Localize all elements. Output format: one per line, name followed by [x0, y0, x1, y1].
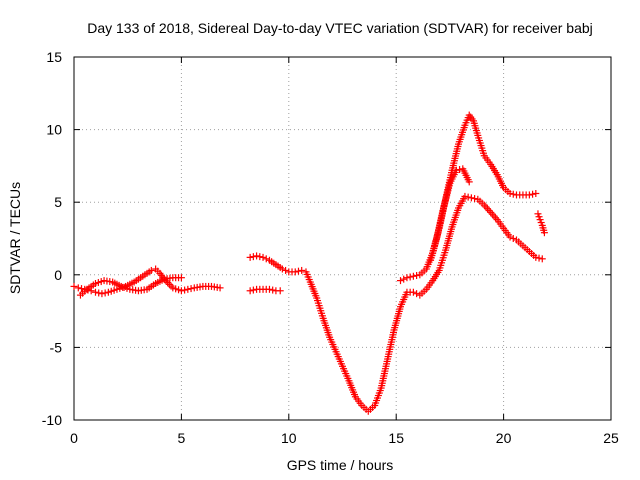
- data-point-segment-F: [456, 166, 464, 174]
- x-tick-label: 0: [70, 430, 78, 446]
- data-point-segment-A: [216, 284, 224, 292]
- x-tick-label: 20: [496, 430, 512, 446]
- data-point-segment-A: [91, 288, 99, 296]
- data-point-segment-D: [509, 235, 517, 242]
- data-point-segment-A: [101, 289, 109, 297]
- data-point-segment-A: [147, 266, 155, 274]
- x-tick-label: 25: [603, 430, 619, 446]
- data-point-segment-C: [246, 287, 254, 295]
- data-point-segment-D: [532, 253, 540, 261]
- data-point-segment-E: [409, 272, 417, 280]
- data-point-segment-C: [265, 285, 273, 293]
- data-point-segment-F: [465, 178, 473, 186]
- data-point-segment-E: [529, 190, 537, 198]
- y-tick-label: 5: [54, 194, 62, 210]
- data-point-segment-D: [471, 195, 479, 203]
- data-point-segment-E: [396, 277, 404, 285]
- plot-frame: [73, 56, 612, 421]
- data-point-segment-C: [276, 287, 284, 295]
- data-point-segment-E: [509, 190, 517, 198]
- data-point-segment-A: [184, 285, 192, 293]
- data-marks: [70, 111, 548, 415]
- y-tick-label: -10: [42, 412, 62, 428]
- data-point-segment-A: [181, 286, 189, 294]
- data-point-segment-D: [461, 192, 469, 200]
- x-tick-label: 15: [388, 430, 404, 446]
- plot-border: [73, 56, 612, 421]
- data-point-segment-E: [413, 272, 421, 280]
- data-point-segment-A: [177, 287, 185, 295]
- data-point-segment-D: [467, 194, 475, 202]
- y-tick-label: 10: [46, 122, 62, 138]
- data-point-segment-C: [269, 286, 277, 294]
- data-point-segment-E: [406, 273, 414, 281]
- x-tick-label: 5: [178, 430, 186, 446]
- x-ticks: 0 5 10 15 20 25: [70, 57, 619, 446]
- data-point-segment-E: [525, 191, 533, 199]
- data-point-segment-D: [246, 253, 254, 261]
- data-point-segment-D: [298, 266, 306, 274]
- data-point-segment-A: [187, 285, 195, 293]
- data-point-segment-D: [253, 252, 261, 260]
- data-point-segment-G: [540, 229, 548, 237]
- data-point-segment-A: [74, 284, 82, 292]
- y-axis-label: SDTVAR / TECUs: [7, 182, 23, 294]
- y-tick-label: -5: [50, 339, 63, 355]
- data-point-segment-D: [291, 268, 299, 276]
- data-point-segment-D: [464, 193, 472, 201]
- data-point-segment-A: [95, 289, 103, 297]
- y-tick-label: 15: [46, 49, 62, 65]
- data-point-segment-E: [403, 274, 411, 282]
- data-point-segment-E: [400, 275, 408, 283]
- y-ticks: -10 -5 0 5 10 15: [42, 49, 611, 428]
- grid-layer: [74, 57, 611, 420]
- data-point-segment-D: [262, 255, 270, 263]
- data-point-segment-D: [294, 267, 302, 275]
- data-point-segment-E: [506, 189, 514, 197]
- data-point-segment-A: [98, 290, 106, 298]
- data-point-segment-D: [535, 254, 543, 262]
- data-point-segment-D: [278, 265, 286, 273]
- y-tick-label: 0: [54, 267, 62, 283]
- data-point-segment-D: [259, 253, 267, 261]
- data-point-segment-D: [282, 266, 290, 274]
- chart-title: Day 133 of 2018, Sidereal Day-to-day VTE…: [87, 20, 593, 36]
- data-point-segment-D: [409, 288, 417, 296]
- data-point-segment-B: [177, 274, 185, 282]
- data-point-segment-D: [506, 233, 514, 241]
- data-point-segment-D: [256, 253, 264, 261]
- data-point-segment-C: [249, 286, 257, 294]
- x-tick-label: 10: [281, 430, 297, 446]
- data-point-segment-F: [452, 166, 460, 174]
- x-axis-label: GPS time / hours: [287, 457, 394, 473]
- data-point-segment-D: [538, 255, 546, 263]
- data-point-segment-D: [249, 253, 257, 261]
- data-point-segment-A: [70, 282, 78, 290]
- data-point-segment-E: [532, 189, 540, 197]
